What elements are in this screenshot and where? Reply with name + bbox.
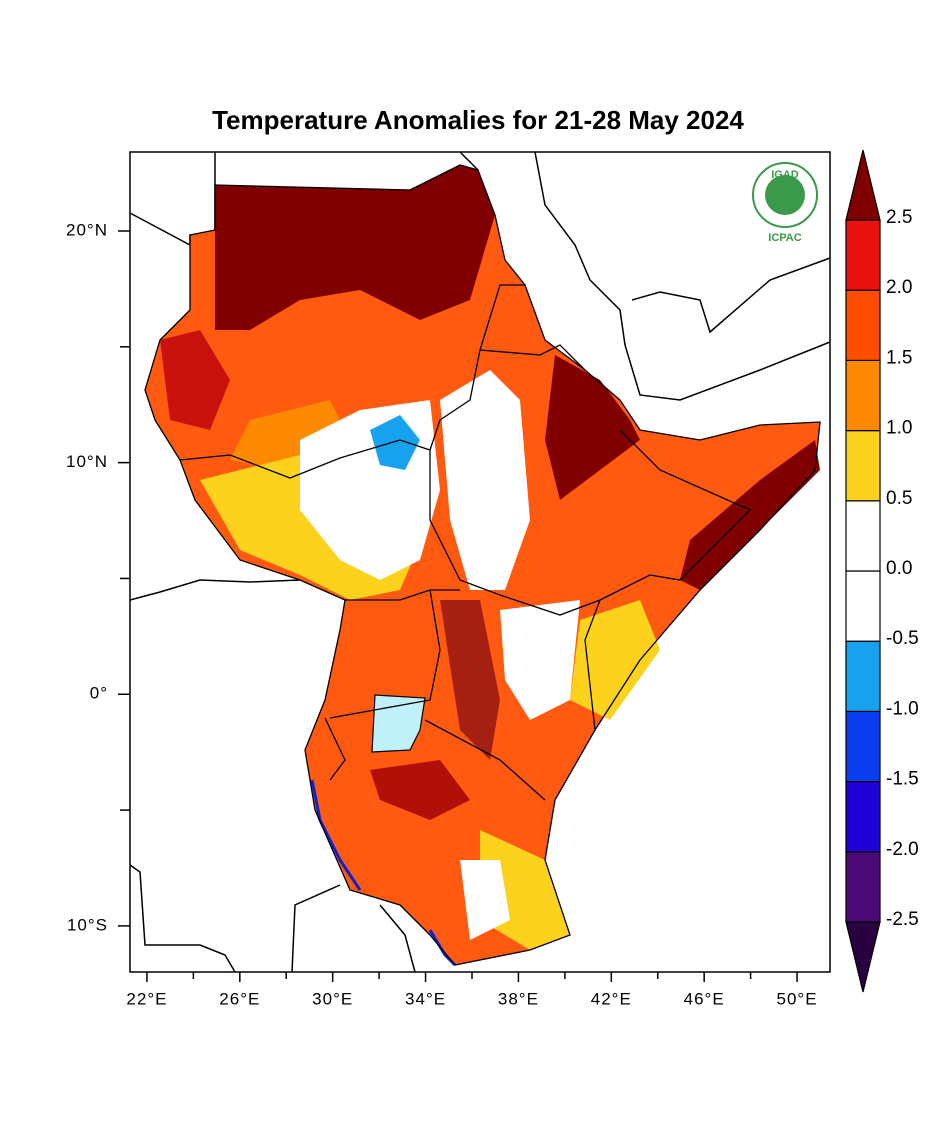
colorbar-box — [845, 640, 881, 713]
colorbar-label: 0.5 — [886, 488, 912, 509]
colorbar-label: 2.0 — [886, 277, 912, 298]
colorbar-box — [845, 289, 881, 362]
region-borders — [144, 164, 821, 966]
colorbar-box — [845, 851, 881, 923]
colorbar-label: 1.5 — [886, 347, 912, 368]
logo-text: IGAD — [771, 169, 799, 181]
colorbar: -2.5 -2.0 -1.5 -1.0 -0.5 0.0 0.5 1.0 1.5 2.0 2.5 — [845, 149, 919, 993]
axes: 22°E 26°E 30°E 34°E 38°E 42°E 46°E 50°E 20°N 10°N… — [66, 220, 818, 1008]
colorbar-box — [845, 430, 881, 502]
colorbar-label: -1.0 — [886, 698, 919, 719]
colorbar-box — [845, 359, 881, 432]
colorbar-label: -0.5 — [886, 628, 919, 649]
colorbar-triangle-low — [845, 921, 881, 993]
colorbar-box — [845, 570, 881, 642]
colorbar-box — [845, 780, 881, 853]
colorbar-box — [845, 219, 881, 291]
y-tick-label: 20°N — [66, 220, 108, 239]
x-tick-label: 38°E — [498, 989, 539, 1008]
logo: IGAD ICPAC — [752, 162, 818, 244]
colorbar-label: 0.0 — [886, 558, 912, 579]
x-tick-label: 34°E — [405, 989, 446, 1008]
logo-caption: ICPAC — [768, 232, 801, 244]
x-tick-label: 30°E — [312, 989, 353, 1008]
colorbar-label: -1.5 — [886, 769, 919, 790]
colorbar-box — [845, 710, 881, 783]
y-tick-label: 10°S — [67, 915, 108, 934]
y-tick-label: 0° — [90, 684, 108, 703]
colorbar-label: 2.5 — [886, 207, 912, 228]
x-tick-label: 22°E — [126, 989, 167, 1008]
colorbar-label: -2.5 — [886, 909, 919, 930]
map-frame — [129, 151, 831, 973]
x-tick-label: 42°E — [591, 989, 632, 1008]
logo-center — [765, 175, 805, 215]
y-tick-label: 10°N — [66, 452, 108, 471]
x-tick-label: 46°E — [684, 989, 725, 1008]
colorbar-triangle-high — [845, 149, 881, 221]
map-title: Temperature Anomalies for 21-28 May 2024 — [212, 105, 744, 135]
x-tick-label: 50°E — [777, 989, 818, 1008]
colorbar-label: 1.0 — [886, 418, 912, 439]
anomaly-field — [145, 165, 820, 967]
map-panel: IGAD ICPAC — [129, 151, 831, 973]
x-tick-label: 26°E — [219, 989, 260, 1008]
colorbar-box — [845, 500, 881, 572]
colorbar-label: -2.0 — [886, 839, 919, 860]
